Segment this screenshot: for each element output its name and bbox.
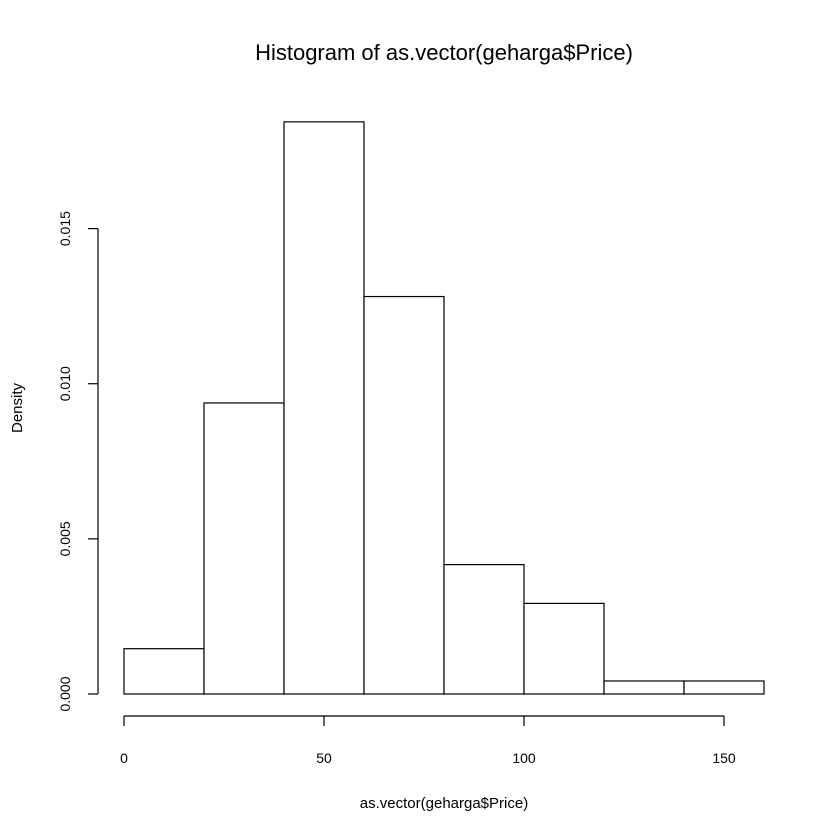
y-tick-label-3: 0.015 bbox=[57, 211, 73, 246]
y-tick-label-2: 0.010 bbox=[57, 366, 73, 401]
histogram-bar-3 bbox=[283, 121, 365, 695]
y-tick-label-1: 0.005 bbox=[57, 521, 73, 556]
x-tick-label-50: 50 bbox=[316, 750, 332, 766]
x-axis: 0 50 100 150 bbox=[120, 715, 736, 766]
y-tick-label-0: 0.000 bbox=[57, 676, 73, 711]
x-tick-label-150: 150 bbox=[712, 750, 736, 766]
bars-group bbox=[123, 121, 765, 695]
x-tick-label-100: 100 bbox=[512, 750, 536, 766]
histogram-bar-5 bbox=[443, 564, 525, 695]
histogram-bar-7 bbox=[603, 680, 685, 695]
y-axis-label: Density bbox=[9, 382, 26, 433]
histogram-bar-6 bbox=[523, 602, 605, 695]
histogram-bar-2 bbox=[203, 402, 285, 695]
histogram-bar-8 bbox=[683, 680, 765, 695]
chart-title: Histogram of as.vector(geharga$Price) bbox=[255, 40, 633, 65]
y-axis: 0.000 0.005 0.010 0.015 bbox=[57, 211, 99, 712]
histogram-bar-4 bbox=[363, 295, 445, 695]
histogram-bar-1 bbox=[123, 648, 205, 695]
x-axis-label: as.vector(geharga$Price) bbox=[360, 795, 528, 812]
x-tick-label-0: 0 bbox=[120, 750, 128, 766]
